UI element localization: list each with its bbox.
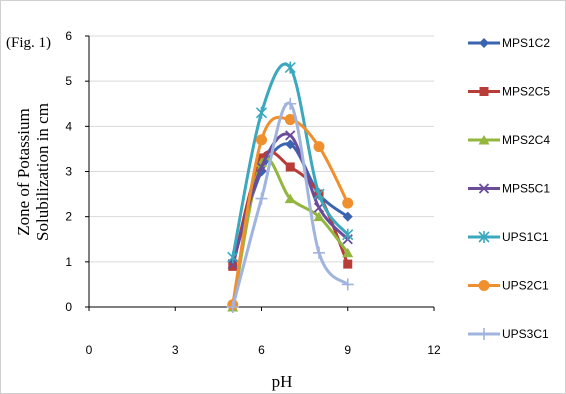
x-tick-label: 3 bbox=[172, 343, 179, 357]
data-point-ups1c1 bbox=[313, 188, 325, 201]
x-axis-title: pH bbox=[272, 372, 293, 391]
legend-marker bbox=[478, 183, 490, 194]
grid-lines bbox=[89, 35, 434, 263]
data-point-ups1c1 bbox=[284, 61, 296, 74]
x-tick-label: 9 bbox=[344, 343, 351, 357]
data-point-ups3c1 bbox=[284, 97, 297, 110]
series-group bbox=[226, 61, 354, 313]
legend-item-mps5c1: MPS5C1 bbox=[468, 182, 550, 196]
data-point-ups1c1 bbox=[227, 251, 239, 264]
legend-marker bbox=[479, 38, 489, 48]
data-point-ups1c1 bbox=[255, 106, 268, 119]
y-tick-label: 2 bbox=[65, 210, 72, 224]
data-point-mps2c5 bbox=[228, 261, 238, 271]
legend-marker bbox=[478, 328, 490, 340]
legend-item-ups2c1: UPS2C1 bbox=[468, 279, 549, 293]
data-point-ups2c1 bbox=[342, 197, 354, 209]
data-point-mps2c5 bbox=[285, 162, 295, 172]
legend-label: MPS5C1 bbox=[502, 182, 550, 196]
legend-marker bbox=[478, 231, 490, 243]
data-point-mps1c2 bbox=[285, 139, 296, 150]
data-point-ups3c1 bbox=[341, 278, 354, 291]
y-tick-label: 1 bbox=[65, 255, 72, 269]
legend-item-ups1c1: UPS1C1 bbox=[468, 230, 549, 244]
legend-label: UPS2C1 bbox=[502, 279, 549, 293]
data-point-ups3c1 bbox=[226, 301, 239, 313]
legend-item-mps2c4: MPS2C4 bbox=[468, 133, 550, 147]
series-ups3c1 bbox=[226, 97, 354, 313]
data-point-ups2c1 bbox=[256, 134, 267, 146]
data-point-ups2c1 bbox=[284, 114, 296, 126]
y-axis-title-line-1: Zone of Potassium bbox=[14, 108, 33, 236]
data-point-mps2c4 bbox=[313, 211, 325, 222]
y-tick-label: 5 bbox=[65, 74, 72, 88]
legend-label: UPS1C1 bbox=[502, 230, 549, 244]
legend-item-mps2c5: MPS2C5 bbox=[468, 85, 550, 99]
x-tick-label: 0 bbox=[86, 343, 93, 357]
y-tick-label: 0 bbox=[65, 300, 72, 314]
series-ups1c1 bbox=[227, 61, 354, 264]
legend-label: UPS3C1 bbox=[502, 327, 549, 341]
legend-label: MPS1C2 bbox=[502, 36, 550, 50]
data-point-mps2c4 bbox=[342, 247, 354, 258]
legend-label: MPS2C5 bbox=[502, 85, 550, 99]
axes bbox=[85, 35, 435, 311]
data-point-ups3c1 bbox=[313, 246, 325, 259]
data-point-mps5c1 bbox=[285, 130, 296, 141]
legend-item-ups3c1: UPS3C1 bbox=[468, 327, 549, 341]
y-tick-label: 4 bbox=[65, 119, 72, 133]
legend: MPS1C2 MPS2C5 MPS2C4 MPS5C1 UPS1C1 UPS2C1 UPS3… bbox=[468, 36, 550, 341]
legend-marker bbox=[478, 280, 490, 291]
data-point-mps2c4 bbox=[284, 193, 296, 204]
y-tick-label: 6 bbox=[65, 29, 72, 43]
y-axis-title: Zone of Potassium Solubilization in cm bbox=[14, 103, 52, 241]
y-axis-title-line-2: Solubilization in cm bbox=[33, 103, 52, 241]
x-tick-label: 6 bbox=[258, 343, 265, 357]
x-tick-label: 12 bbox=[427, 343, 441, 357]
data-point-mps1c2 bbox=[342, 211, 353, 222]
legend-label: MPS2C4 bbox=[502, 133, 550, 147]
figure-annotation: (Fig. 1) bbox=[6, 35, 51, 51]
legend-marker bbox=[478, 135, 490, 145]
legend-marker bbox=[479, 87, 489, 96]
legend-item-mps1c2: MPS1C2 bbox=[468, 36, 550, 50]
series-line-ups2c1 bbox=[231, 115, 350, 307]
data-point-ups3c1 bbox=[255, 192, 268, 205]
data-point-mps5c1 bbox=[256, 161, 267, 173]
data-point-mps2c5 bbox=[343, 259, 353, 269]
y-tick-label: 3 bbox=[65, 165, 72, 179]
data-point-ups2c1 bbox=[313, 141, 325, 153]
data-point-ups1c1 bbox=[342, 228, 354, 241]
